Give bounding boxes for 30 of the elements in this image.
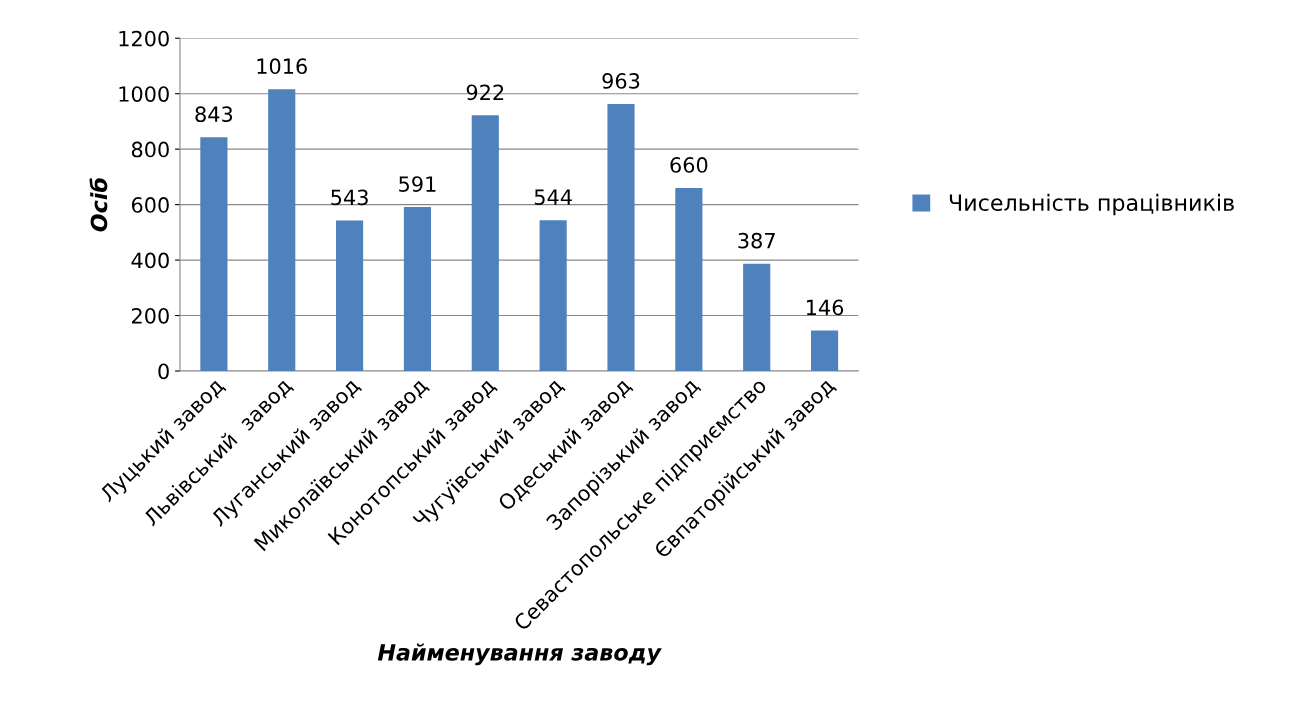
data-label: 544 [534,189,572,205]
legend-label: Чисельність працівників [949,193,1234,216]
data-label: 591 [399,176,436,192]
y-tick-label: 200 [131,307,169,324]
y-tick-label: 1000 [119,86,169,102]
bar [200,137,228,371]
y-tick-label: 800 [131,141,169,158]
data-label: 922 [466,84,504,101]
data-label: 543 [331,189,368,206]
bar [607,103,635,371]
data-label: 1016 [257,58,307,75]
y-tick-label: 600 [131,197,169,213]
bar [539,220,567,371]
bar [403,207,432,371]
y-tick-label: 400 [131,252,169,269]
y-tick-label: 0 [158,363,169,380]
data-label: 146 [806,299,844,316]
x-axis-title: Найменування заводу [377,643,662,666]
data-label: 963 [602,73,640,89]
data-label: 387 [738,232,775,249]
data-label: 660 [670,157,708,173]
bar [268,89,296,371]
y-axis-title: Осіб [89,178,108,232]
y-tick-label: 1200 [119,30,169,47]
bar [675,187,703,371]
bar [336,220,364,371]
bar [471,115,499,371]
data-label: 843 [195,106,233,123]
bar [811,330,839,371]
bar [743,263,771,371]
